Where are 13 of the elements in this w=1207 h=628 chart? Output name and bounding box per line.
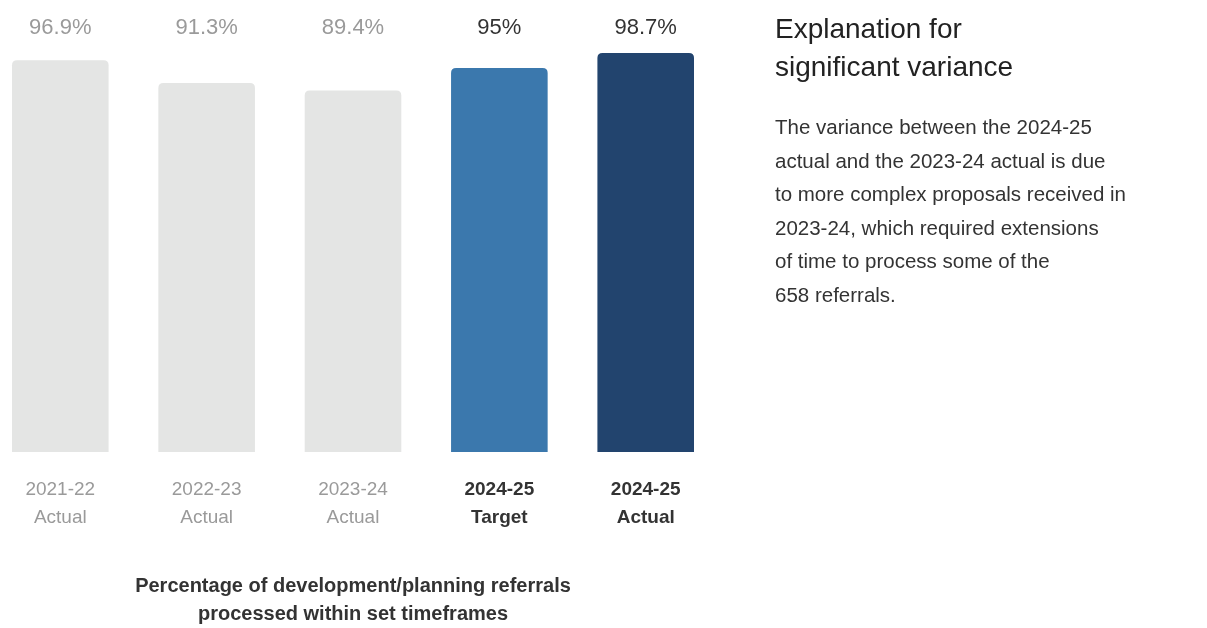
x-tick-label: 2023-24 Actual xyxy=(318,478,389,527)
data-label: 91.3% xyxy=(175,14,238,39)
text: Explanation for significant variance xyxy=(775,13,1014,82)
data-label: 89.4% xyxy=(321,14,385,39)
data-label: 98.7% xyxy=(614,14,677,39)
x-tick-label: 2021-22 Actual xyxy=(25,478,96,527)
data-label: 96.9% xyxy=(29,14,92,39)
x-tick-label: 2022-23 Actual xyxy=(171,478,242,527)
text: The variance between the 2024-25 actual and the 2023-24 actual is due to more complex proposals received in 2023-24, which required extensions of time to process some of the 658 referrals. xyxy=(775,115,1126,306)
x-tick-label: 2024-25 Actual xyxy=(610,478,681,527)
x-tick-label: 2024-25 Target xyxy=(464,478,535,527)
text: Percentage of development/planning referrals processed within set timeframes xyxy=(135,574,571,624)
data-label: 95% xyxy=(477,14,522,39)
